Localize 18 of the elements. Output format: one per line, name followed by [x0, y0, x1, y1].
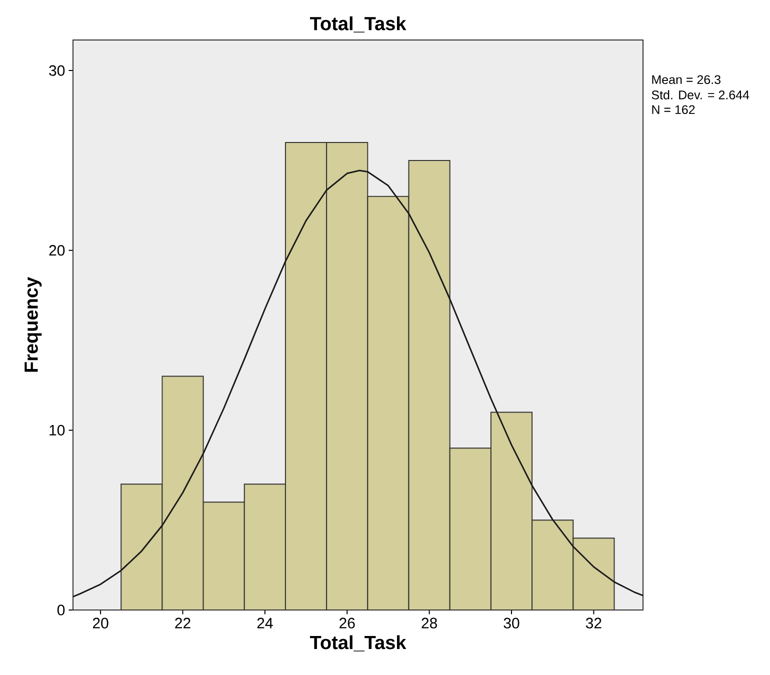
chart-title: Total_Task	[310, 16, 406, 32]
y-tick-label: 30	[49, 65, 65, 76]
y-tick-label: 0	[57, 604, 65, 616]
x-axis-title: Total_Task	[310, 635, 406, 652]
x-tick-label: 24	[257, 618, 273, 628]
y-tick-label: 10	[50, 424, 65, 436]
y-axis-title: Frequency	[24, 277, 42, 372]
x-tick-label: 22	[175, 618, 190, 628]
text: Mean = 26.3	[652, 75, 720, 84]
x-tick-label: 20	[92, 618, 108, 628]
x-tick-label: 30	[504, 618, 520, 628]
text: N = 162	[652, 105, 695, 114]
x-tick-label: 28	[422, 618, 437, 628]
x-tick-label: 32	[586, 618, 602, 628]
line-series	[73, 170, 644, 598]
text: Std. Dev. = 2.644	[652, 90, 750, 100]
x-tick-label: 26	[340, 618, 355, 628]
y-tick-label: 20	[49, 245, 65, 256]
